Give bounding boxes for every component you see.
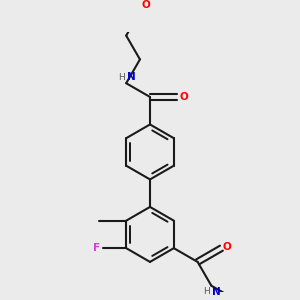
Text: O: O bbox=[180, 92, 189, 102]
Text: O: O bbox=[223, 242, 232, 252]
Text: H: H bbox=[118, 73, 125, 82]
Text: F: F bbox=[93, 243, 100, 253]
Text: O: O bbox=[141, 0, 150, 10]
Text: H: H bbox=[203, 286, 210, 296]
Text: N: N bbox=[212, 286, 221, 297]
Text: N: N bbox=[127, 72, 136, 82]
